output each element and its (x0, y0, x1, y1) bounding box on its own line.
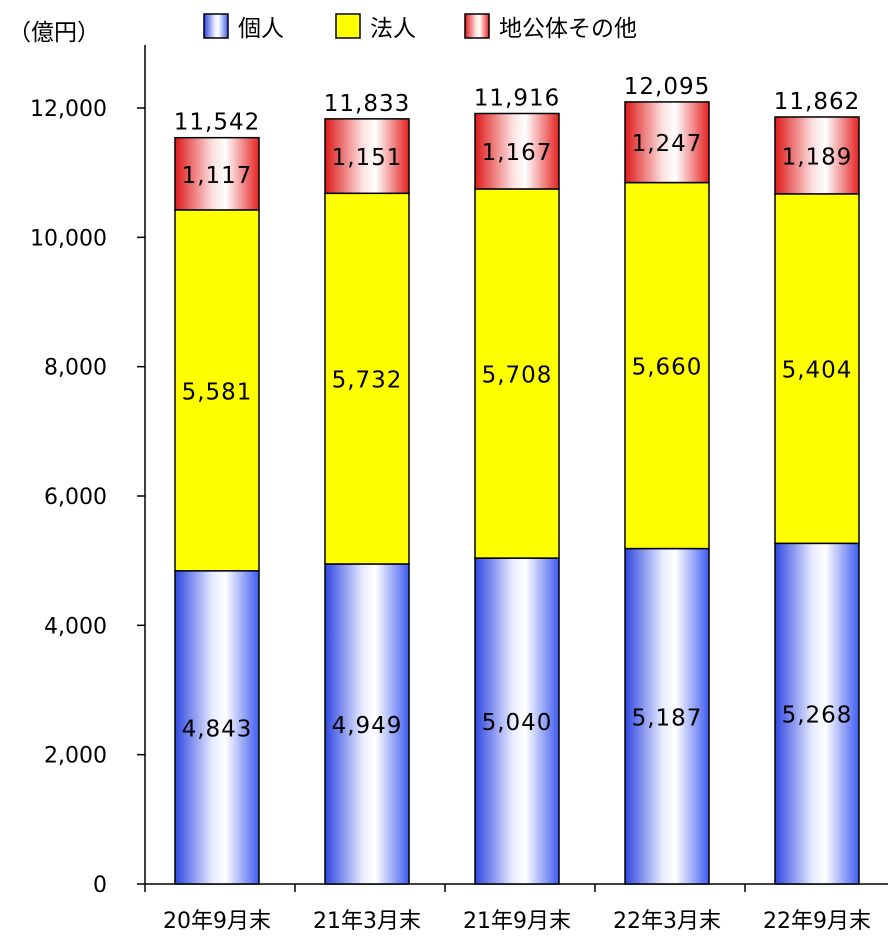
bar-segment (174, 209, 260, 572)
total-value-label: 11,862 (774, 89, 860, 115)
legend-swatch (335, 13, 361, 39)
segment-value-label: 5,268 (782, 703, 853, 729)
x-category-label: 21年9月末 (463, 909, 571, 934)
bar-segment (324, 192, 410, 565)
legend-item: 法人 (335, 13, 416, 42)
x-axis: 20年9月末 21年3月末 21年9月末 22年3月末 22年9月末 (144, 883, 888, 934)
bar-segment (624, 181, 710, 550)
segment-value-label: 1,151 (332, 145, 403, 171)
legend-label: 個人 (238, 16, 284, 42)
y-axis-unit-label: （億円） (8, 20, 100, 46)
legend-swatch (464, 13, 490, 39)
bar-segment (474, 112, 560, 190)
legend-item: 個人 (203, 13, 284, 42)
total-value-label: 12,095 (624, 74, 710, 100)
legend: 個人 法人 地公体その他 (203, 13, 637, 42)
segment-value-label: 1,247 (632, 131, 703, 157)
bar-segment (324, 563, 410, 885)
bar-segment (474, 557, 560, 885)
legend-item: 地公体その他 (464, 13, 637, 42)
segment-value-label: 1,117 (182, 163, 253, 189)
bar-segment (174, 136, 260, 211)
bar-segment (774, 542, 860, 885)
bars: 4,843 5,581 1,117 11,542 4,949 5,732 1,151 11,8… (174, 74, 860, 885)
legend-swatch (203, 13, 229, 39)
bar-segment (474, 188, 560, 559)
y-tick-label: 12,000 (30, 97, 107, 122)
bar-segment (624, 101, 710, 184)
x-category-label: 21年3月末 (313, 909, 421, 934)
segment-value-label: 5,404 (782, 358, 853, 384)
segment-value-label: 4,949 (332, 713, 403, 739)
y-tick-label: 0 (93, 873, 107, 898)
y-axis: 0 2,000 4,000 6,000 8,000 10,000 12,000 (30, 45, 146, 898)
y-tick-label: 10,000 (30, 226, 107, 251)
segment-value-label: 5,040 (482, 710, 553, 736)
segment-value-label: 5,581 (182, 379, 253, 405)
bar-segment (324, 118, 410, 195)
segment-value-label: 5,708 (482, 363, 553, 389)
segment-value-label: 1,167 (482, 140, 553, 166)
total-value-label: 11,542 (174, 110, 260, 136)
total-value-label: 11,916 (474, 85, 560, 111)
total-value-label: 11,833 (324, 91, 410, 117)
y-tick-label: 2,000 (44, 744, 107, 769)
legend-label: 地公体その他 (499, 16, 637, 42)
segment-value-label: 5,187 (632, 705, 703, 731)
bar-segment (774, 116, 860, 195)
bar-segment (774, 193, 860, 545)
segment-value-label: 5,732 (332, 368, 403, 394)
segment-value-label: 4,843 (182, 716, 253, 742)
x-category-label: 22年9月末 (763, 909, 871, 934)
y-tick-label: 4,000 (44, 614, 107, 639)
segment-value-label: 5,660 (632, 355, 703, 381)
x-category-label: 22年3月末 (613, 909, 721, 934)
y-tick-label: 8,000 (44, 356, 107, 381)
legend-label: 法人 (370, 16, 416, 42)
y-tick-label: 6,000 (44, 485, 107, 510)
segment-value-label: 1,189 (782, 144, 853, 170)
bar-segment (174, 570, 260, 885)
bar-segment (624, 547, 710, 885)
x-category-label: 20年9月末 (163, 909, 271, 934)
